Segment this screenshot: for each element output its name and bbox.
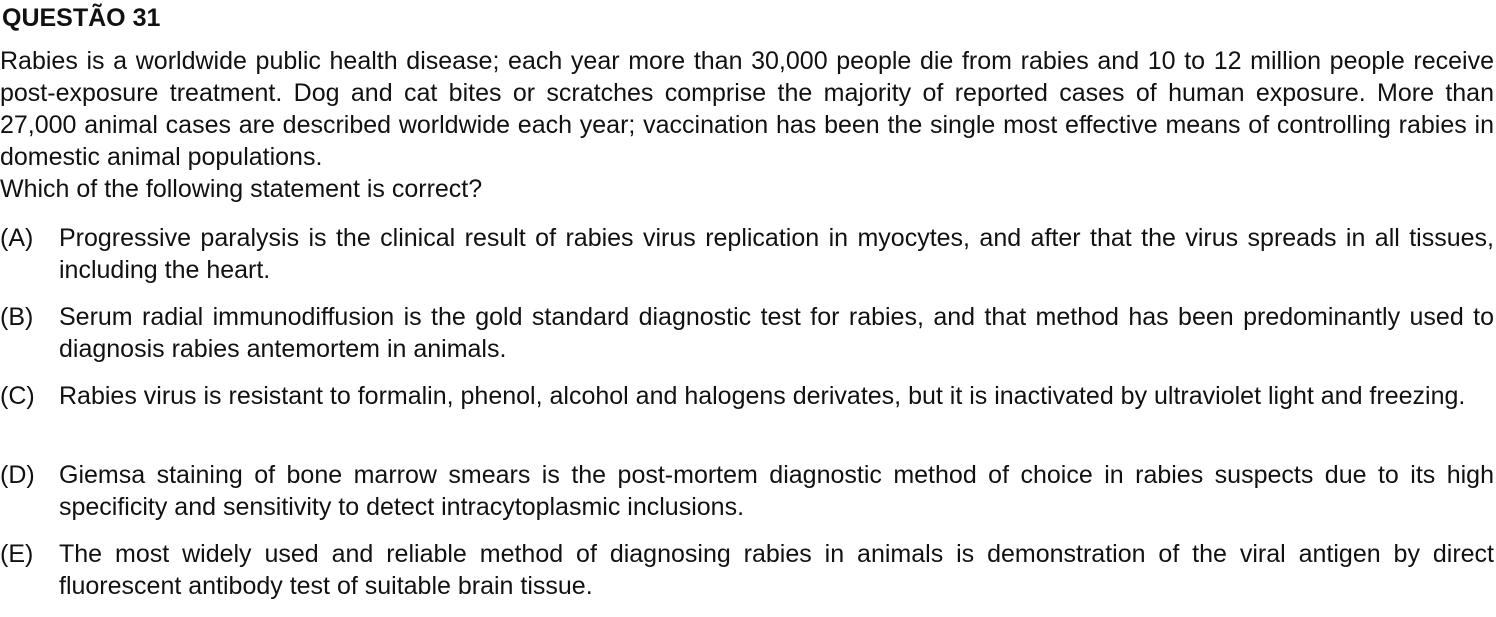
option-text: The most widely used and reliable method… xyxy=(59,540,1494,600)
option-letter: (D) xyxy=(0,461,35,489)
question-title: QUESTÃO 31 xyxy=(2,4,161,32)
option-letter: (A) xyxy=(0,224,34,252)
option-a[interactable]: (A) Progressive paralysis is the clinica… xyxy=(0,222,1496,301)
option-text: Rabies virus is resistant to formalin, p… xyxy=(59,382,1466,410)
answer-options: (A) Progressive paralysis is the clinica… xyxy=(0,222,1496,617)
option-d[interactable]: (D) Giemsa staining of bone marrow smear… xyxy=(0,459,1496,538)
question-prompt: Which of the following statement is corr… xyxy=(0,175,483,203)
option-c[interactable]: (C) Rabies virus is resistant to formali… xyxy=(0,380,1496,459)
option-letter: (C) xyxy=(0,382,35,410)
question-page: QUESTÃO 31 Rabies is a worldwide public … xyxy=(0,4,1494,600)
option-text: Progressive paralysis is the clinical re… xyxy=(59,224,1494,284)
option-letter: (E) xyxy=(0,540,34,568)
option-letter: (B) xyxy=(0,303,34,331)
option-e[interactable]: (E) The most widely used and reliable me… xyxy=(0,538,1496,617)
option-b[interactable]: (B) Serum radial immunodiffusion is the … xyxy=(0,301,1496,380)
option-text: Giemsa staining of bone marrow smears is… xyxy=(59,461,1494,521)
option-text: Serum radial immunodiffusion is the gold… xyxy=(59,303,1494,363)
question-stem: Rabies is a worldwide public health dise… xyxy=(0,47,1494,171)
